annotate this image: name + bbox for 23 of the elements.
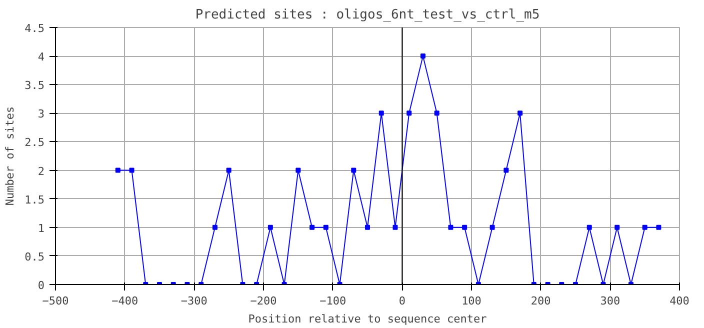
y-tick-label: 0.5 — [24, 250, 45, 264]
y-tick-label: 1.5 — [24, 193, 45, 206]
x-tick-label: −400 — [112, 294, 138, 308]
y-tick-label: 2.5 — [24, 136, 45, 150]
y-tick-label: 3 — [38, 108, 44, 121]
y-axis-title: Number of sites — [4, 106, 17, 206]
x-tick-label: 300 — [600, 294, 620, 308]
y-tick-label: 3.5 — [24, 79, 45, 92]
y-tick-label: 4.5 — [24, 22, 45, 35]
x-tick-label: −200 — [250, 294, 277, 308]
x-tick-label: 100 — [462, 294, 482, 308]
x-axis-title: Position relative to sequence center — [248, 312, 488, 326]
x-tick-label: −500 — [42, 294, 69, 308]
x-tick-label: −300 — [180, 294, 208, 308]
y-tick-label: 0 — [38, 279, 44, 292]
y-tick-label: 4 — [38, 50, 45, 64]
x-tick-label: 400 — [670, 294, 690, 308]
y-tick-label: 1 — [38, 222, 44, 235]
chart-title: Predicted sites : oligos_6nt_test_vs_ctrl_m5 — [195, 8, 540, 22]
y-tick-label: 2 — [38, 164, 44, 178]
x-tick-label: 0 — [398, 294, 406, 308]
x-tick-label: −100 — [320, 294, 346, 308]
x-tick-label: 200 — [530, 294, 551, 308]
